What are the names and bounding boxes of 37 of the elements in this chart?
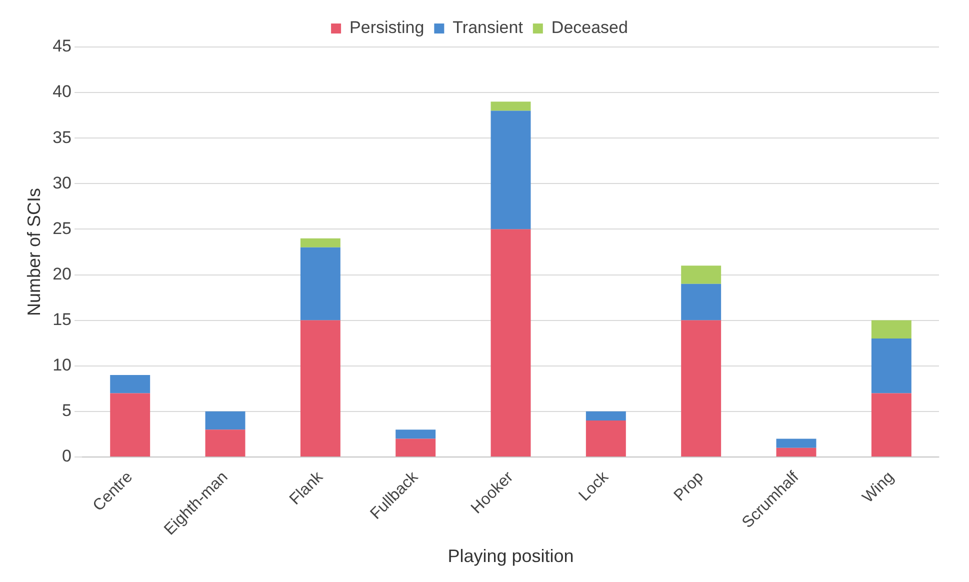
bar	[681, 284, 722, 320]
bar	[205, 430, 246, 456]
bar	[681, 266, 722, 284]
y-tick-label: 5	[62, 401, 72, 420]
bar	[776, 438, 816, 448]
bar	[871, 320, 912, 339]
y-tick-label: 20	[52, 264, 72, 284]
bar	[300, 247, 340, 320]
legend-label: Deceased	[551, 18, 628, 38]
bar	[586, 420, 626, 456]
y-tick-label: 10	[52, 356, 72, 375]
bar	[205, 411, 246, 430]
y-axis-title: Number of SCIs	[24, 188, 44, 316]
bar	[776, 448, 816, 456]
legend-label: Transient	[452, 18, 524, 38]
y-tick-label: 30	[52, 173, 72, 192]
bar	[490, 229, 531, 456]
bar	[110, 393, 150, 456]
x-axis-title: Playing position	[448, 546, 574, 566]
y-tick-label: 0	[62, 446, 72, 466]
y-tick-label: 35	[52, 128, 72, 147]
bar	[681, 320, 722, 456]
bar	[300, 320, 340, 456]
bar	[586, 411, 626, 421]
y-tick-label: 40	[52, 82, 72, 102]
bar	[396, 438, 436, 456]
bar	[396, 430, 436, 439]
legend-label: Persisting	[350, 18, 424, 38]
bar	[110, 374, 150, 394]
y-tick-label: 15	[52, 310, 72, 329]
bar	[871, 338, 912, 394]
bar	[871, 393, 912, 456]
bar	[490, 102, 531, 111]
y-tick-label: 25	[52, 218, 72, 238]
bar	[300, 238, 340, 248]
y-tick-label: 45	[52, 36, 72, 56]
bar	[490, 110, 531, 230]
